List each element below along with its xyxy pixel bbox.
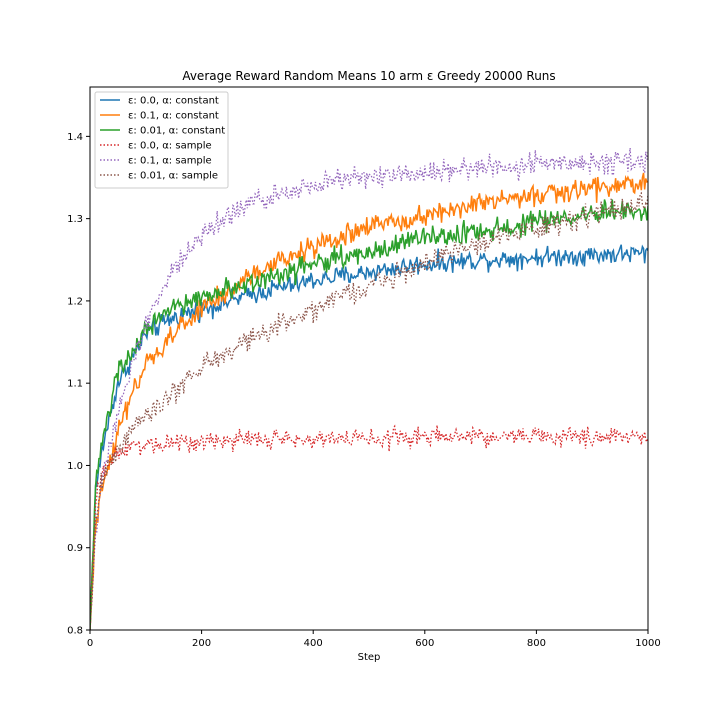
x-axis-label: Step xyxy=(358,652,381,663)
y-axis: 0.8 0.9 1.0 1.1 1.2 1.3 1.4 xyxy=(67,132,90,637)
y-tick-label: 1.1 xyxy=(67,379,83,390)
series-line-6 xyxy=(90,191,648,630)
legend-label: ε: 0.01, α: constant xyxy=(128,126,225,137)
y-tick-label: 1.0 xyxy=(67,461,83,472)
y-tick-label: 1.2 xyxy=(67,296,83,307)
y-tick-label: 1.3 xyxy=(67,214,83,225)
legend: ε: 0.0, α: constant ε: 0.1, α: constant ε:… xyxy=(94,91,229,189)
x-axis: 0 200 400 600 800 1000 xyxy=(87,630,661,649)
series-layer xyxy=(90,147,648,630)
x-tick-label: 800 xyxy=(527,638,546,649)
x-tick-label: 200 xyxy=(192,638,211,649)
legend-label: ε: 0.01, α: sample xyxy=(128,171,218,182)
series-line-1 xyxy=(90,244,648,630)
x-tick-label: 0 xyxy=(87,638,93,649)
series-line-4 xyxy=(90,424,648,630)
legend-label: ε: 0.1, α: sample xyxy=(128,156,212,167)
legend-label: ε: 0.0, α: constant xyxy=(128,96,219,107)
y-tick-label: 0.8 xyxy=(67,626,83,637)
y-tick-label: 0.9 xyxy=(67,543,83,554)
series-line-5 xyxy=(90,147,648,630)
x-tick-label: 600 xyxy=(415,638,434,649)
legend-label: ε: 0.1, α: constant xyxy=(128,111,219,122)
x-tick-label: 1000 xyxy=(635,638,660,649)
x-tick-label: 400 xyxy=(304,638,323,649)
legend-label: ε: 0.0, α: sample xyxy=(128,141,212,152)
y-tick-label: 1.4 xyxy=(67,132,83,143)
chart-title: Average Reward Random Means 10 arm ε Gre… xyxy=(182,69,555,83)
legend-box xyxy=(94,91,229,189)
plot-frame xyxy=(89,86,649,631)
series-line-2 xyxy=(90,172,648,630)
